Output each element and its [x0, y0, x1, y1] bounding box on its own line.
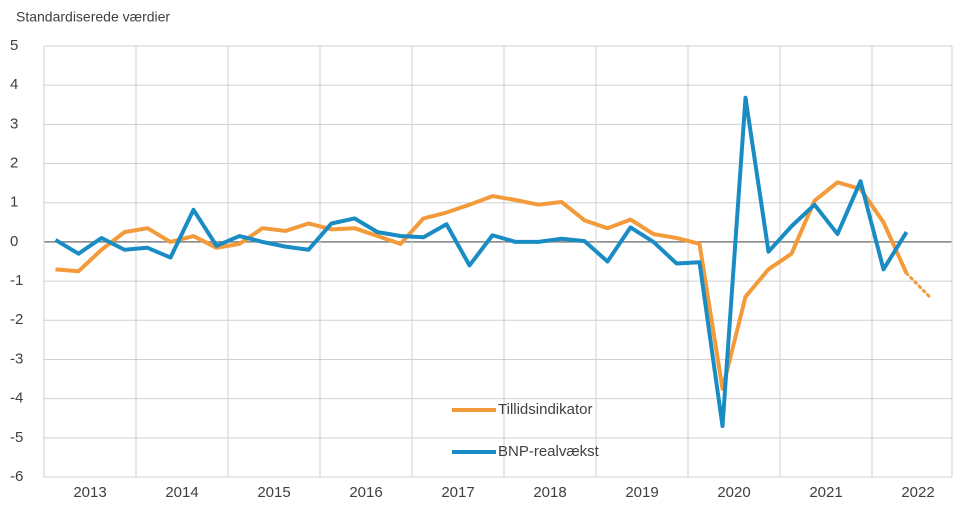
y-tick-label: -6 [10, 468, 23, 485]
x-tick-label: 2016 [349, 484, 382, 501]
y-tick-label: 0 [10, 233, 18, 250]
y-tick-label: 1 [10, 194, 18, 211]
series-line [54, 95, 909, 429]
x-tick-label: 2022 [901, 484, 934, 501]
y-tick-label: 3 [10, 115, 18, 132]
y-tick-label: -5 [10, 429, 23, 446]
forecast-line [905, 271, 931, 299]
x-tick-label: 2015 [257, 484, 290, 501]
y-tick-label: 4 [10, 76, 18, 93]
legend-label: Tillidsindikator [498, 401, 592, 418]
x-tick-label: 2013 [73, 484, 106, 501]
y-tick-label: -4 [10, 390, 23, 407]
x-tick-label: 2018 [533, 484, 566, 501]
x-tick-label: 2020 [717, 484, 750, 501]
x-tick-label: 2019 [625, 484, 658, 501]
y-tick-label: 5 [10, 37, 18, 54]
y-axis-label: Standardiserede værdier [16, 9, 170, 25]
y-tick-label: -2 [10, 311, 23, 328]
y-tick-label: 2 [10, 155, 18, 172]
y-tick-label: -3 [10, 350, 23, 367]
x-tick-label: 2014 [165, 484, 198, 501]
y-tick-label: -1 [10, 272, 23, 289]
x-tick-label: 2021 [809, 484, 842, 501]
legend-label: BNP-realvækst [498, 443, 600, 460]
x-tick-label: 2017 [441, 484, 474, 501]
series-line [55, 180, 909, 391]
